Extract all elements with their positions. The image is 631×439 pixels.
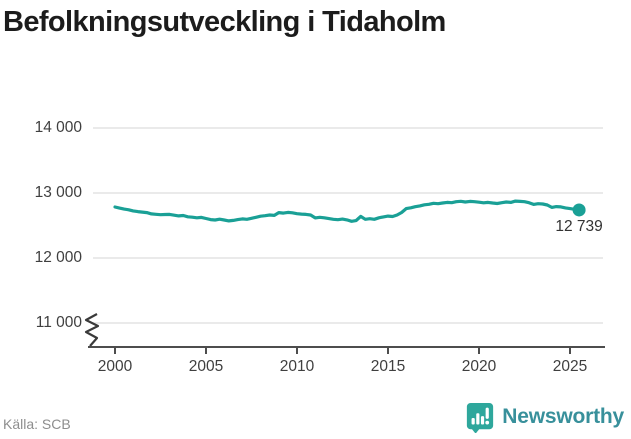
newsworthy-chart-bubble-icon (467, 402, 494, 433)
y-axis-tick-label: 12 000 (34, 249, 82, 266)
chart-title: Befolkningsutveckling i Tidaholm (3, 6, 446, 38)
latest-value-dot (572, 203, 586, 217)
x-axis-tick-label: 2000 (97, 358, 133, 375)
newsworthy-logo: Newsworthy (465, 401, 624, 433)
population-series-line (113, 199, 581, 223)
x-axis-tick-label: 2015 (370, 358, 406, 375)
source-caption: Källa: SCB (3, 416, 71, 432)
x-axis-tick-label: 2025 (552, 358, 588, 375)
y-axis-tick-label: 13 000 (34, 184, 82, 201)
x-axis-tick-label: 2020 (461, 358, 497, 375)
latest-value-label: 12 739 (555, 217, 603, 235)
x-axis-tick-label: 2010 (279, 358, 315, 375)
newsworthy-wordmark: Newsworthy (502, 405, 624, 428)
y-axis-tick-label: 11 000 (35, 314, 82, 331)
y-axis-tick-label: 14 000 (34, 119, 82, 136)
y-axis-break-icon (84, 313, 100, 347)
x-axis-tick-label: 2005 (188, 358, 224, 375)
